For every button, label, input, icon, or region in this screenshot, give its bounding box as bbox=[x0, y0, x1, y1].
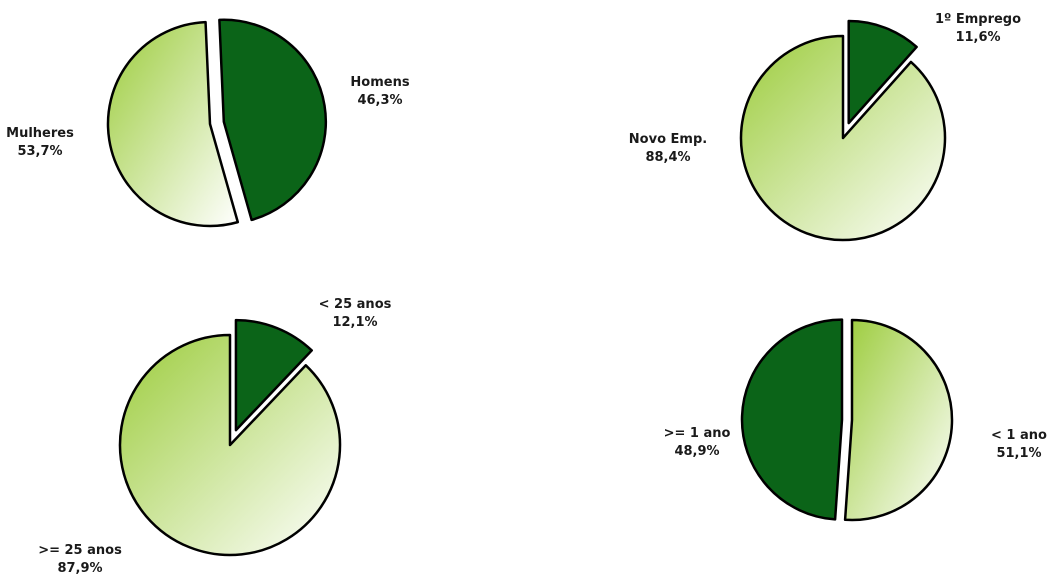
slice-label-homens: Homens bbox=[350, 75, 409, 90]
pie-slice-25-anos bbox=[234, 318, 313, 432]
slice-value-menos-25-anos: 12,1% bbox=[332, 315, 377, 330]
pie-chart-gender bbox=[106, 18, 328, 228]
pie-slice-novo-emp bbox=[739, 34, 947, 242]
pie-slice-1-emprego bbox=[847, 19, 918, 125]
slice-label-mais-25-anos: >= 25 anos bbox=[38, 543, 122, 558]
pie-slice-1-ano bbox=[740, 318, 844, 521]
slice-value-novo-emprego: 88,4% bbox=[645, 150, 690, 165]
slice-label-mais-1-ano: >= 1 ano bbox=[664, 426, 731, 441]
slice-value-mais-1-ano: 48,9% bbox=[674, 444, 719, 459]
slice-value-primeiro-emprego: 11,6% bbox=[955, 30, 1000, 45]
slice-value-homens: 46,3% bbox=[357, 93, 402, 108]
slice-label-novo-emprego: Novo Emp. bbox=[629, 132, 707, 147]
pie-slice-1-ano bbox=[843, 318, 954, 522]
slice-value-menos-1-ano: 51,1% bbox=[996, 446, 1041, 461]
pie-chart-employment-type bbox=[739, 19, 947, 242]
slice-value-mulheres: 53,7% bbox=[17, 144, 62, 159]
pie-chart-age-group bbox=[118, 318, 342, 557]
slice-label-primeiro-emprego: 1º Emprego bbox=[935, 12, 1021, 27]
pie-slice-25-anos bbox=[118, 333, 342, 557]
slice-label-menos-1-ano: < 1 ano bbox=[991, 428, 1047, 443]
slice-label-menos-25-anos: < 25 anos bbox=[319, 297, 392, 312]
slice-value-mais-25-anos: 87,9% bbox=[57, 561, 102, 576]
slice-label-mulheres: Mulheres bbox=[6, 126, 74, 141]
pie-slice-mulheres bbox=[106, 20, 240, 228]
pie-slice-homens bbox=[218, 18, 328, 222]
pie-chart-tenure bbox=[740, 318, 954, 522]
